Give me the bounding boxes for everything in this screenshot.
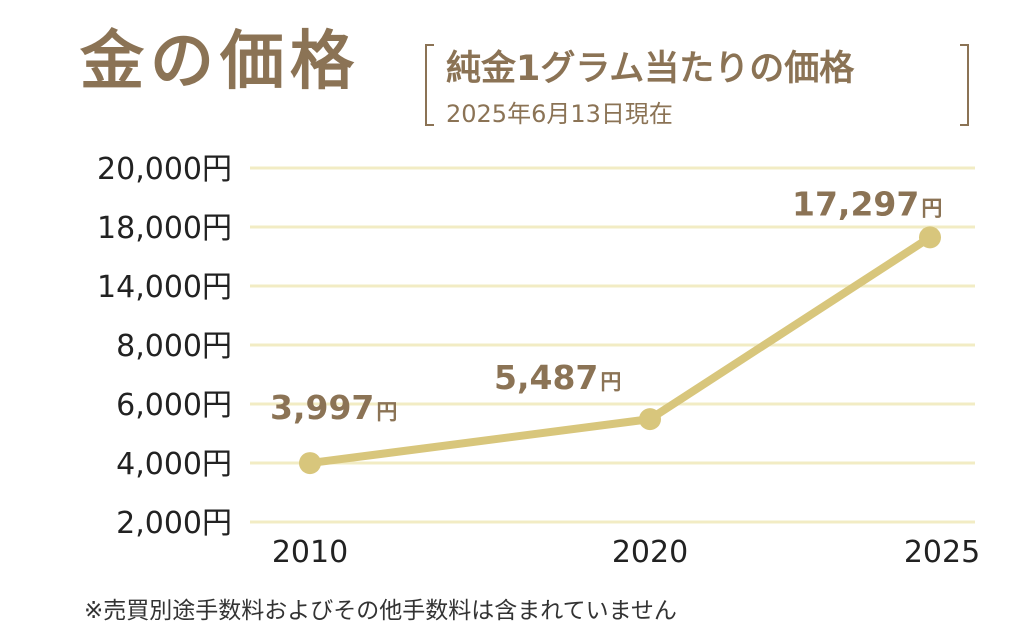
page-title: 金の価格 <box>80 24 360 99</box>
y-tick-label: 6,000円 <box>116 388 232 423</box>
data-label-unit: 円 <box>921 196 942 220</box>
y-tick-label: 14,000円 <box>97 270 232 305</box>
y-axis-ticks: 20,000円 18,000円 14,000円 8,000円 6,000円 4,000円 2… <box>97 152 232 541</box>
data-label-unit: 円 <box>600 370 621 394</box>
x-tick-label: 2025 <box>904 535 980 570</box>
data-label-value: 3,997 <box>270 388 374 427</box>
x-tick-label: 2020 <box>612 535 688 570</box>
data-points <box>299 226 941 475</box>
data-point <box>299 452 321 475</box>
y-tick-label: 8,000円 <box>116 329 232 364</box>
subtitle-bracket-left <box>425 44 434 126</box>
x-tick-label: 2010 <box>272 535 348 570</box>
x-axis-ticks: 2010 2020 2025 <box>272 535 980 570</box>
footnote: ※売買別途手数料およびその他手数料は含まれていません <box>84 598 677 624</box>
data-label-unit: 円 <box>376 400 397 424</box>
y-tick-label: 4,000円 <box>116 447 232 482</box>
data-point <box>919 226 941 249</box>
y-tick-label: 18,000円 <box>97 211 232 246</box>
subtitle-bracket-right <box>960 44 969 126</box>
data-label-value: 17,297 <box>792 184 919 223</box>
data-label: 5,487円 <box>494 358 621 397</box>
data-point <box>639 408 661 431</box>
data-label: 17,297円 <box>792 184 942 223</box>
chart-subtitle: 純金1グラム当たりの価格 <box>446 49 855 89</box>
series-line-layer <box>306 233 934 468</box>
y-tick-label: 2,000円 <box>116 506 232 541</box>
y-tick-label: 20,000円 <box>97 152 232 187</box>
data-label-value: 5,487 <box>494 358 598 397</box>
series-line <box>306 233 934 468</box>
as-of-date: 2025年6月13日現在 <box>446 100 673 128</box>
data-label: 3,997円 <box>270 388 397 427</box>
